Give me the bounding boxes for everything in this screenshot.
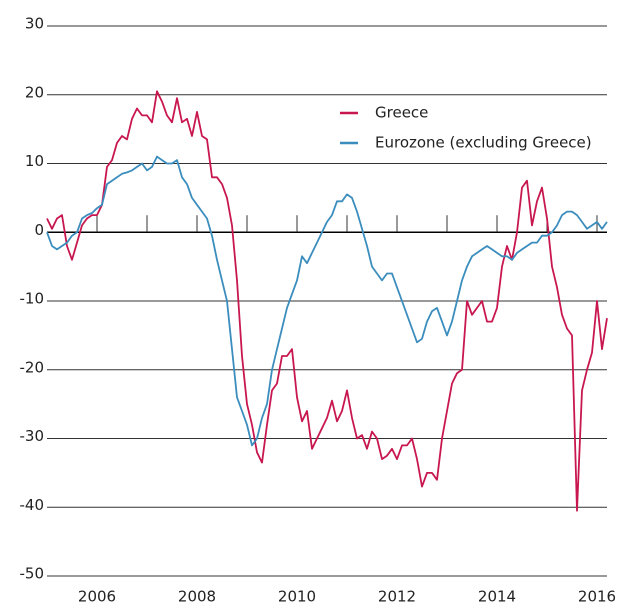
- legend-label: Greece: [375, 104, 428, 122]
- y-tick-label: -30: [20, 427, 45, 445]
- x-tick-label: 2014: [478, 588, 516, 606]
- y-tick-label: 20: [25, 83, 44, 101]
- y-tick-label: 10: [25, 152, 44, 170]
- x-tick-label: 2006: [78, 588, 116, 606]
- legend-label: Eurozone (excluding Greece): [375, 134, 592, 152]
- x-tick-label: 2012: [378, 588, 416, 606]
- x-tick-label: 2016: [578, 588, 616, 606]
- x-tick-label: 2010: [278, 588, 316, 606]
- y-tick-label: 0: [34, 221, 44, 239]
- series-line: [46, 90, 608, 512]
- y-tick-label: -20: [20, 358, 45, 376]
- series-line: [46, 155, 608, 447]
- y-tick-label: -50: [20, 565, 45, 583]
- y-tick-label: -40: [20, 496, 45, 514]
- y-tick-label: -10: [20, 290, 45, 308]
- y-tick-label: 30: [25, 15, 44, 33]
- x-tick-label: 2008: [178, 588, 216, 606]
